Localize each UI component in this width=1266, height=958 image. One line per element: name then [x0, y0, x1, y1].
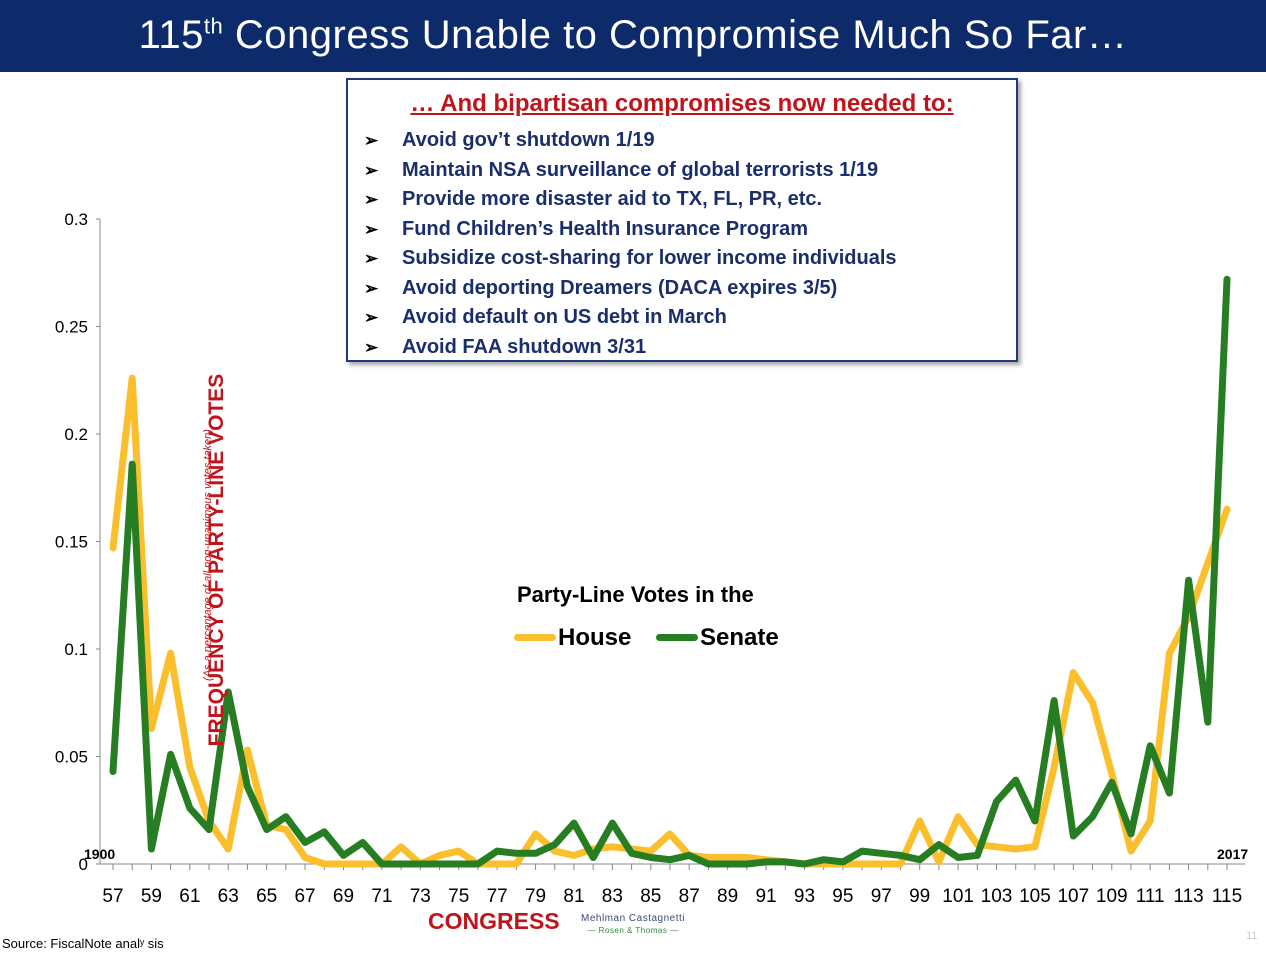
- x-tick-label: 101: [942, 886, 974, 907]
- legend-item-house: House: [514, 624, 631, 652]
- slide-title: 115th Congress Unable to Compromise Much…: [0, 0, 1266, 72]
- arrow-bullet-icon: ➢: [364, 219, 379, 239]
- callout-item: ➢ Fund Children’s Health Insurance Progra…: [364, 215, 897, 245]
- x-tick-label: 109: [1096, 886, 1128, 907]
- x-tick-label: 63: [218, 886, 239, 907]
- callout-item: ➢ Avoid gov’t shutdown 1/19: [364, 126, 897, 156]
- arrow-bullet-icon: ➢: [364, 278, 379, 298]
- callout-item-text: Maintain NSA surveillance of global terr…: [402, 158, 879, 181]
- y-axis-subtitle: (As a percentage of all non-unanimous vo…: [202, 429, 214, 681]
- x-tick-label: 113: [1173, 886, 1203, 907]
- x-tick-label: 67: [294, 886, 315, 907]
- page-number: 11: [1246, 930, 1258, 942]
- callout-item: ➢ Maintain NSA surveillance of global ter…: [364, 156, 897, 186]
- arrow-bullet-icon: ➢: [364, 249, 379, 268]
- legend-swatch-house: [514, 634, 556, 641]
- callout-item-text: Avoid gov’t shutdown 1/19: [402, 129, 655, 151]
- logo-line-2: — Rosen & Thomas —: [587, 926, 679, 935]
- start-year-label: 1900: [84, 846, 116, 862]
- x-tick-label: 89: [717, 886, 738, 907]
- compromise-callout-box: … And bipartisan compromises now needed …: [346, 78, 1018, 362]
- x-tick-label: 91: [755, 886, 776, 907]
- legend-item-senate: Senate: [656, 624, 779, 652]
- y-tick-label: 0.2: [64, 425, 88, 444]
- title-ordinal-suffix: th: [203, 13, 224, 39]
- x-tick-label: 73: [410, 886, 431, 907]
- y-tick-labels: 0 0.05 0.1 0.15 0.2 0.25 0.3: [55, 210, 100, 874]
- x-tick-label: 71: [371, 886, 392, 907]
- series-line-senate: [109, 275, 1231, 868]
- arrow-bullet-icon: ➢: [364, 131, 379, 150]
- x-tick-label: 83: [602, 886, 623, 907]
- x-tick-label: 81: [563, 886, 584, 907]
- callout-list: ➢ Avoid gov’t shutdown 1/19 ➢ Maintain NSA…: [364, 126, 897, 362]
- x-tick-label: 77: [487, 886, 508, 907]
- mehlman-castagnetti-logo: Mehlman Castagnetti — Rosen & Thomas —: [563, 913, 703, 937]
- x-tick-label: 85: [640, 886, 661, 907]
- source-note: Source: FiscalNote analʸ sis: [2, 936, 164, 951]
- x-tick-label: 103: [981, 886, 1013, 907]
- x-tick-label: 99: [909, 886, 930, 907]
- callout-item: ➢ Avoid FAA shutdown 3/31: [364, 333, 897, 363]
- x-tick-label: 65: [256, 886, 277, 907]
- x-tick-label: 75: [448, 886, 469, 907]
- x-tick-label: 69: [333, 886, 354, 907]
- callout-heading: … And bipartisan compromises now needed …: [410, 90, 954, 117]
- x-tick-label: 87: [679, 886, 700, 907]
- callout-item-text: Subsidize cost-sharing for lower income …: [402, 247, 897, 269]
- callout-item: ➢ Provide more disaster aid to TX, FL, PR…: [364, 185, 897, 215]
- y-tick-label: 0.25: [55, 318, 88, 337]
- x-tick-label: 59: [141, 886, 162, 907]
- end-year-label: 2017: [1217, 846, 1249, 862]
- legend-swatch-senate: [656, 634, 699, 641]
- y-tick-label: 0.1: [64, 640, 88, 659]
- callout-item: ➢ Subsidize cost-sharing for lower income…: [364, 244, 897, 274]
- callout-item-text: Avoid FAA shutdown 3/31: [402, 335, 647, 358]
- arrow-bullet-icon: ➢: [364, 160, 379, 180]
- callout-item-text: Fund Children’s Health Insurance Program: [402, 217, 808, 240]
- series-line-house: [109, 374, 1231, 868]
- callout-item: ➢ Avoid deporting Dreamers (DACA expires …: [364, 274, 897, 304]
- y-tick-label: 0.05: [55, 748, 88, 767]
- x-tick-label: 107: [1057, 886, 1089, 907]
- arrow-bullet-icon: ➢: [364, 190, 379, 209]
- logo-line-1: Mehlman Castagnetti: [581, 913, 685, 924]
- x-tick-label: 61: [179, 886, 200, 907]
- x-tick-label: 93: [794, 886, 815, 907]
- series-lines: [109, 275, 1231, 868]
- x-tick-label: 57: [102, 886, 123, 907]
- x-axis-title: CONGRESS: [428, 908, 560, 934]
- callout-item-text: Avoid deporting Dreamers (DACA expires 3…: [402, 276, 838, 299]
- arrow-bullet-icon: ➢: [364, 308, 379, 327]
- x-tick-label: 105: [1019, 886, 1051, 907]
- chart-legend: House Senate: [514, 620, 797, 652]
- x-tick-label: 95: [832, 886, 853, 907]
- legend-label-house: House: [558, 623, 632, 651]
- title-number: 115: [138, 13, 204, 57]
- x-tick-label: 115: [1212, 886, 1242, 907]
- callout-item-text: Avoid default on US debt in March: [402, 306, 727, 328]
- x-tick-label: 111: [1136, 886, 1165, 907]
- callout-item: ➢ Avoid default on US debt in March: [364, 303, 897, 333]
- y-tick-label: 0.15: [55, 533, 88, 552]
- x-tick-labels: 57 59 61 63 65 67 69 71 73 75 77 79 81 83 85 87 89 91 93 95…: [102, 864, 1242, 907]
- legend-label-senate: Senate: [700, 623, 779, 651]
- x-tick-label: 79: [525, 886, 546, 907]
- title-text: Congress Unable to Compromise Much So Fa…: [223, 13, 1128, 57]
- callout-item-text: Provide more disaster aid to TX, FL, PR,…: [402, 188, 823, 210]
- x-tick-label: 97: [871, 886, 892, 907]
- y-tick-label: 0: [79, 855, 88, 874]
- legend-title: Party-Line Votes in the: [517, 582, 754, 607]
- arrow-bullet-icon: ➢: [364, 337, 379, 357]
- y-tick-label: 0.3: [64, 210, 88, 229]
